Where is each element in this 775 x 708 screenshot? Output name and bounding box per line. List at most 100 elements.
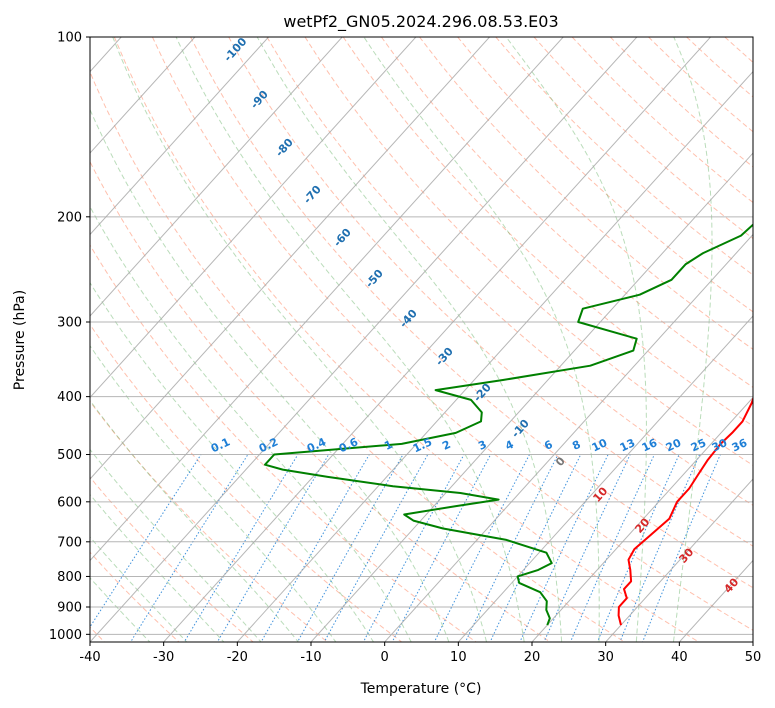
dry-adiabat-line <box>90 244 477 642</box>
mixing-ratio-line <box>569 454 655 642</box>
mixing-ratio-label: 13 <box>618 436 637 454</box>
x-tick-label: -20 <box>227 650 248 665</box>
y-axis-label: Pressure (hPa) <box>12 290 28 390</box>
dry-adiabat-line <box>266 37 753 506</box>
y-axis-ticks: 100 200 300 400 500 600 700 800 900 1000 <box>49 31 90 643</box>
isotherm-line <box>90 37 343 317</box>
moist-adiabat-line <box>112 37 488 642</box>
mixing-ratio-line <box>433 454 530 642</box>
isotherm-line <box>90 37 564 562</box>
mixing-ratio-line <box>183 454 299 642</box>
mixing-ratio-line <box>619 454 701 642</box>
mixing-ratio-line <box>489 454 582 642</box>
x-axis-label: Temperature (°C) <box>360 681 482 697</box>
mixing-ratio-label: 4 <box>503 438 516 453</box>
isotherm-line <box>90 37 491 480</box>
x-tick-label: 10 <box>450 650 467 665</box>
moist-adiabat-line <box>505 37 647 642</box>
y-tick-label: 600 <box>57 495 82 510</box>
mixing-ratio-line <box>90 454 202 628</box>
dry-adiabat-label: -60 <box>331 226 354 250</box>
moist-adiabat-line <box>90 108 450 642</box>
mixing-ratio-label: 3 <box>476 438 488 453</box>
moist-adiabat-line <box>90 344 337 642</box>
dry-adiabat-label: 20 <box>632 515 652 535</box>
y-tick-label: 100 <box>57 31 82 46</box>
dry-adiabat-label: -10 <box>509 417 532 441</box>
dry-adiabat-label: -100 <box>221 35 249 64</box>
mixing-ratio-label: 25 <box>689 436 708 454</box>
isotherm-line <box>90 37 270 236</box>
mixing-ratio-label: 2 <box>440 438 452 453</box>
isobars <box>90 37 753 635</box>
dry-adiabat-line <box>380 37 753 388</box>
mixing-ratio-label: 8 <box>570 438 582 453</box>
dry-adiabat-line <box>648 37 753 133</box>
x-tick-label: 30 <box>597 650 614 665</box>
y-tick-label: 800 <box>57 570 82 585</box>
x-axis-ticks: -40 -30 -20 -10 0 10 20 30 40 50 <box>79 642 761 665</box>
mixing-ratio-line <box>260 454 370 642</box>
mixing-ratio-label: 0.6 <box>337 435 360 455</box>
dry-adiabat-line <box>763 37 775 649</box>
dry-adiabat-line <box>113 37 700 642</box>
y-tick-label: 200 <box>57 210 82 225</box>
isotherm-line <box>162 37 712 642</box>
y-tick-label: 400 <box>57 390 82 405</box>
isotherm-line <box>236 70 753 642</box>
isotherm-line <box>752 641 753 642</box>
mixing-ratio-label: 16 <box>640 436 660 454</box>
plot-area: 0.1 0.2 0.4 0.6 1 1.5 2 3 4 6 8 10 13 16 20 25 30 36-100-… <box>0 24 775 655</box>
dry-adiabat-label: -70 <box>301 183 324 207</box>
dry-adiabat-line <box>686 37 753 98</box>
mixing-ratio-label: 20 <box>664 436 684 454</box>
isotherm-line <box>90 37 196 154</box>
dry-adiabat-line <box>190 37 753 589</box>
isotherm-line <box>383 233 753 642</box>
moist-adiabat-line <box>175 37 525 642</box>
y-tick-label: 900 <box>57 600 82 615</box>
isotherm-line <box>531 396 753 642</box>
dry-adiabat-line <box>90 551 180 642</box>
sounding-series <box>264 223 753 626</box>
isotherm-line <box>604 478 753 642</box>
mixing-ratio-line <box>519 454 609 642</box>
mixing-ratio-line <box>543 454 631 642</box>
dry-adiabat-line <box>342 37 753 427</box>
chart-line-labels: 0.1 0.2 0.4 0.6 1 1.5 2 3 4 6 8 10 13 16 20 25 30 36-100-… <box>209 35 750 596</box>
moist-adiabat-line <box>363 37 600 642</box>
x-tick-label: -40 <box>79 650 100 665</box>
mixing-ratio-label: 10 <box>590 436 610 454</box>
isotherm-line <box>0 24 60 655</box>
moist-adiabat-line <box>90 205 412 642</box>
dry-adiabat-line <box>90 70 626 642</box>
moist-adiabat-line <box>90 493 225 642</box>
plot-frame <box>89 36 754 643</box>
isotherm-line <box>457 315 753 642</box>
dry-adiabat-label: -30 <box>433 345 456 369</box>
dry-adiabat-label: -40 <box>397 307 420 331</box>
mixing-ratio-label: 30 <box>710 436 730 454</box>
mixing-ratio-line <box>216 454 330 642</box>
dry-adiabat-label: 30 <box>676 545 696 565</box>
moist-adiabat-line <box>90 448 262 642</box>
mixing-ratio-label: 36 <box>730 436 750 454</box>
mixing-ratio-label: 0.1 <box>209 435 232 455</box>
isotherm-line <box>310 152 753 642</box>
mixing-ratio-lines <box>90 454 721 642</box>
dry-adiabat-line <box>90 323 403 642</box>
moist-adiabats <box>90 37 713 642</box>
mixing-ratio-line <box>296 454 404 642</box>
moist-adiabat-line <box>256 37 563 642</box>
moist-adiabat-line <box>90 399 299 642</box>
mixing-ratio-line <box>642 454 721 642</box>
sounding-line <box>264 223 753 626</box>
mixing-ratio-label: 0.2 <box>257 435 280 455</box>
x-tick-label: 40 <box>671 650 688 665</box>
mixing-ratio-line <box>323 454 429 642</box>
isotherm-line <box>90 37 417 399</box>
mixing-ratio-label: 0.4 <box>305 435 328 455</box>
x-tick-label: 20 <box>524 650 541 665</box>
y-tick-label: 500 <box>57 448 82 463</box>
isotherm-line <box>90 37 638 642</box>
